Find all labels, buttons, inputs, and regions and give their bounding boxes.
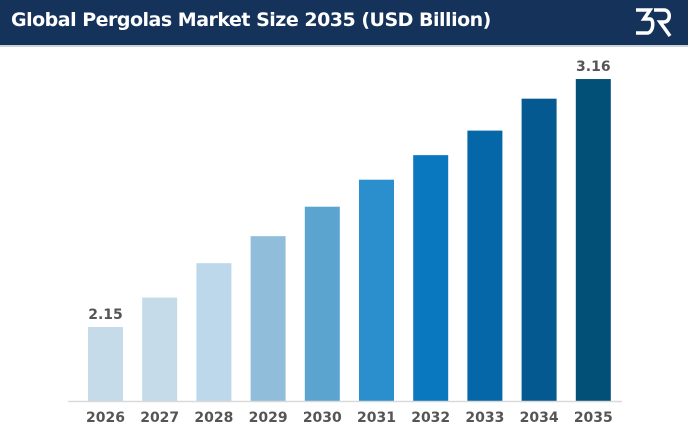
- x-tick-label: 2035: [574, 410, 613, 426]
- bar-2031: [359, 179, 394, 401]
- bar-2033: [467, 130, 503, 401]
- data-label: 2.15: [88, 307, 123, 323]
- bar-2035: [575, 79, 611, 402]
- x-tick-label: 2027: [140, 410, 179, 426]
- bar-2028: [196, 263, 232, 401]
- x-tick-label: 2030: [303, 410, 342, 426]
- bar-2027: [142, 297, 178, 401]
- data-label: 3.16: [576, 59, 611, 75]
- bar-2032: [413, 155, 449, 401]
- x-tick-label: 2029: [249, 410, 288, 426]
- x-tick-label: 2033: [465, 410, 504, 426]
- chart-title: Global Pergolas Market Size 2035 (USD Bi…: [11, 9, 491, 31]
- bar-2034: [521, 98, 557, 401]
- bar-2026: [88, 327, 123, 401]
- brand-logo: [636, 8, 672, 38]
- x-tick-label: 2028: [194, 410, 233, 426]
- x-tick-label: 2026: [86, 410, 125, 426]
- bar-chart: 2026 2.15 2027 2028 2029 2030 2031 2032 2033 2034…: [68, 59, 622, 426]
- bar-2029: [250, 236, 286, 401]
- x-tick-label: 2032: [411, 410, 450, 426]
- x-tick-label: 2034: [520, 410, 559, 426]
- bar-2030: [304, 206, 340, 401]
- x-tick-label: 2031: [357, 410, 396, 426]
- header-bar: Global Pergolas Market Size 2035 (USD Bi…: [0, 0, 688, 47]
